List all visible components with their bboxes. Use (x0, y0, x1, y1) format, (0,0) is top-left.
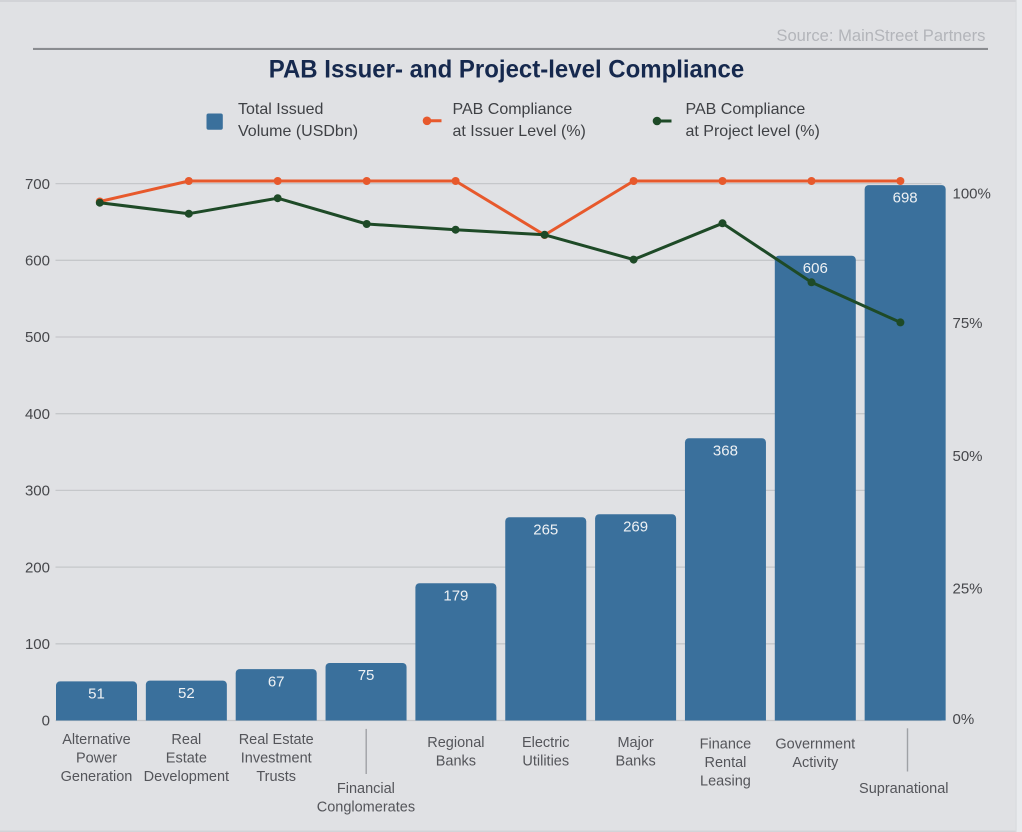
svg-text:265: 265 (533, 521, 558, 538)
svg-text:100%: 100% (953, 186, 991, 203)
svg-text:Source: MainStreet Partners: Source: MainStreet Partners (776, 26, 985, 45)
svg-text:Activity: Activity (792, 755, 839, 771)
svg-text:179: 179 (443, 587, 468, 604)
svg-text:Leasing: Leasing (700, 774, 751, 790)
svg-text:at Project level (%): at Project level (%) (686, 123, 820, 140)
svg-text:Development: Development (144, 769, 229, 785)
svg-text:500: 500 (25, 329, 50, 346)
svg-text:Finance: Finance (700, 736, 752, 752)
svg-text:Trusts: Trusts (256, 769, 296, 785)
svg-text:200: 200 (25, 559, 50, 576)
svg-text:368: 368 (713, 442, 738, 459)
svg-text:Conglomerates: Conglomerates (317, 800, 415, 816)
svg-text:Government: Government (775, 736, 855, 752)
svg-text:Estate: Estate (166, 751, 207, 767)
svg-text:Electric: Electric (522, 735, 570, 751)
svg-text:Power: Power (76, 751, 117, 767)
svg-text:Major: Major (617, 735, 653, 751)
svg-text:269: 269 (623, 518, 648, 535)
svg-text:52: 52 (178, 685, 195, 702)
svg-text:700: 700 (25, 176, 50, 193)
svg-text:698: 698 (893, 189, 918, 206)
svg-text:Banks: Banks (436, 754, 476, 770)
svg-text:400: 400 (25, 406, 50, 423)
svg-text:Alternative: Alternative (62, 732, 131, 748)
svg-text:Regional: Regional (427, 735, 484, 751)
svg-text:Real Estate: Real Estate (239, 732, 314, 748)
svg-text:67: 67 (268, 673, 285, 690)
svg-text:51: 51 (88, 686, 105, 703)
svg-text:PAB Compliance: PAB Compliance (453, 101, 573, 118)
svg-text:75%: 75% (953, 315, 983, 332)
svg-text:Banks: Banks (615, 754, 655, 770)
svg-text:Real: Real (171, 732, 201, 748)
svg-text:at Issuer Level (%): at Issuer Level (%) (453, 123, 586, 140)
svg-text:300: 300 (25, 483, 50, 500)
svg-text:0%: 0% (953, 711, 975, 728)
svg-text:Rental: Rental (704, 755, 746, 771)
svg-text:Supranational: Supranational (859, 781, 949, 797)
svg-text:0: 0 (42, 713, 50, 730)
svg-text:Total Issued: Total Issued (238, 101, 323, 118)
svg-text:PAB Compliance: PAB Compliance (686, 101, 806, 118)
svg-text:600: 600 (25, 253, 50, 270)
svg-text:Volume (USDbn): Volume (USDbn) (238, 123, 358, 140)
svg-text:Financial: Financial (337, 781, 395, 797)
svg-text:Utilities: Utilities (522, 754, 569, 770)
svg-text:75: 75 (358, 667, 375, 684)
svg-text:50%: 50% (953, 448, 983, 465)
svg-text:Investment: Investment (241, 751, 312, 767)
svg-text:PAB Issuer- and Project-level: PAB Issuer- and Project-level Compliance (269, 55, 745, 83)
svg-text:25%: 25% (953, 581, 983, 598)
svg-text:606: 606 (803, 260, 828, 277)
svg-text:Generation: Generation (61, 769, 133, 785)
svg-text:100: 100 (25, 636, 50, 653)
